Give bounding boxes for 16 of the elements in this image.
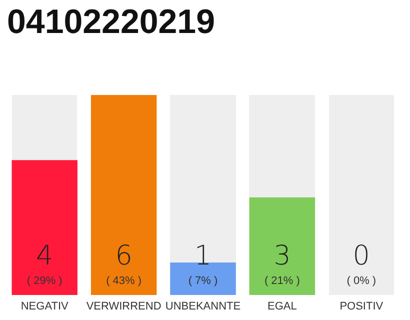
x-tick-label: UNBEKANNTE [165,300,241,312]
x-tick-label: NEGATIV [20,300,69,312]
x-tick-label: EGAL [268,300,297,312]
x-tick-label: VERWIRREND [86,300,162,312]
annotation: 6 [115,240,132,272]
chart-title: 04102220219 [7,3,216,41]
x-tick-label: POSITIV [340,300,384,312]
data-label: ( 0% ) [346,275,376,287]
annotation: 0 [352,240,370,272]
bar [90,95,157,295]
data-label: ( 29% ) [26,275,62,287]
data-label: ( 21% ) [264,275,300,287]
annotation: 3 [274,240,291,272]
data-label: ( 7% ) [188,275,218,287]
data-label: ( 43% ) [106,275,142,287]
annotation: 4 [36,240,54,272]
